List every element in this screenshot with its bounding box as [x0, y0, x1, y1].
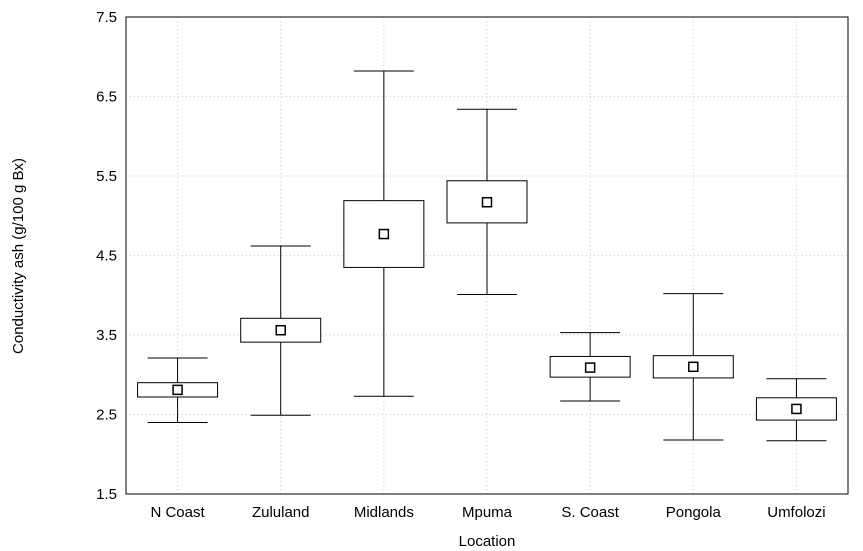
center-marker	[688, 361, 699, 373]
center-marker	[584, 362, 596, 373]
y-tick-label: 5.5	[96, 168, 117, 185]
y-tick-label: 3.5	[96, 327, 117, 344]
x-tick-label: N Coast	[150, 504, 205, 521]
y-tick-label: 1.5	[96, 486, 117, 503]
y-tick-label: 6.5	[96, 89, 117, 106]
box-group-n-coast	[137, 357, 219, 423]
center-marker	[275, 324, 286, 336]
center-marker	[378, 228, 390, 240]
center-marker	[481, 196, 493, 208]
x-tick-label: S. Coast	[561, 504, 619, 521]
x-tick-label: Zululand	[252, 504, 310, 521]
y-axis-ticks: 1.5 2.5 3.5 4.5 5.5 6.5 7.5	[96, 9, 117, 503]
y-tick-label: 7.5	[96, 9, 117, 26]
boxes-layer	[137, 70, 837, 442]
plot-frame	[125, 16, 849, 495]
box-group-zululand	[240, 245, 322, 416]
box-group-s-coast	[549, 332, 631, 402]
box-group-mpuma	[446, 108, 528, 295]
x-axis-title: Location	[459, 533, 516, 550]
x-tick-label: Pongola	[666, 504, 722, 521]
x-axis-ticks: N Coast Zululand Midlands Mpuma S. Coast Pong…	[150, 504, 825, 521]
y-tick-label: 4.5	[96, 248, 117, 265]
y-tick-label: 2.5	[96, 407, 117, 424]
x-tick-label: Mpuma	[462, 504, 513, 521]
box-group-midlands	[343, 70, 425, 397]
y-axis-title: Conductivity ash (g/100 g Bx)	[10, 158, 27, 354]
box-group-pongola	[652, 293, 734, 441]
center-marker	[791, 403, 802, 415]
x-tick-label: Umfolozi	[767, 504, 825, 521]
x-tick-label: Midlands	[354, 504, 414, 521]
box-group-umfolozi	[755, 378, 837, 442]
center-marker	[172, 384, 183, 396]
